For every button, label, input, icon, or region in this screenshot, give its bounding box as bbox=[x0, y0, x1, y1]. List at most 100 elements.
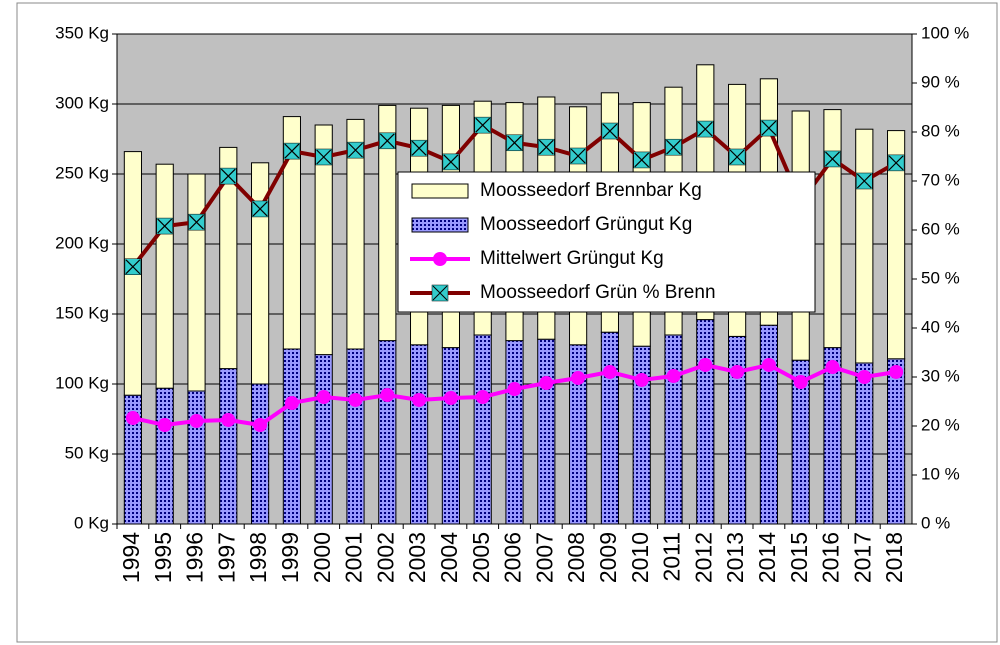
legend-label: Moosseedorf Grün % Brenn bbox=[480, 282, 716, 303]
y2-tick-label: 60 % bbox=[921, 219, 960, 238]
line-marker bbox=[601, 122, 619, 140]
y2-tick-label: 0 % bbox=[921, 513, 950, 532]
line-marker bbox=[824, 150, 841, 168]
line-marker bbox=[665, 138, 682, 156]
x-tick-label: 2000 bbox=[309, 532, 335, 583]
bar bbox=[728, 335, 747, 525]
marker-x bbox=[538, 139, 554, 155]
x-tick-label: 2003 bbox=[404, 532, 430, 583]
bar bbox=[759, 324, 778, 525]
marker-x bbox=[411, 140, 427, 156]
bar bbox=[346, 348, 365, 525]
line-marker bbox=[284, 396, 299, 411]
marker-x bbox=[348, 142, 363, 158]
line-marker bbox=[315, 148, 332, 166]
bar bbox=[823, 109, 842, 349]
x-tick-label: 2006 bbox=[500, 532, 526, 583]
marker-x bbox=[825, 151, 840, 167]
bar bbox=[887, 358, 906, 525]
x-tick-label: 2016 bbox=[818, 532, 844, 583]
line-marker bbox=[697, 120, 714, 138]
line-marker bbox=[221, 412, 236, 427]
line-marker bbox=[347, 141, 364, 159]
line-marker bbox=[379, 132, 396, 150]
x-tick-label: 2005 bbox=[468, 532, 494, 583]
line-marker bbox=[283, 142, 301, 160]
bar bbox=[378, 104, 397, 342]
line-marker bbox=[760, 119, 778, 137]
legend-label: Mittelwert Grüngut Kg bbox=[480, 248, 664, 269]
line-marker bbox=[857, 370, 872, 384]
line-marker bbox=[506, 134, 523, 152]
line-marker bbox=[856, 172, 873, 190]
line-marker bbox=[633, 151, 650, 169]
bar bbox=[219, 368, 238, 525]
marker-x bbox=[316, 149, 332, 165]
line-marker bbox=[156, 217, 173, 235]
x-tick-label: 1998 bbox=[245, 532, 271, 583]
marker-x bbox=[697, 121, 713, 137]
marker-x bbox=[761, 120, 777, 136]
marker-x bbox=[379, 133, 395, 149]
y-tick-label: 100 Kg bbox=[55, 373, 109, 392]
bar bbox=[410, 344, 429, 525]
marker-x bbox=[157, 218, 173, 234]
line-marker bbox=[474, 116, 491, 134]
line-marker bbox=[475, 390, 490, 405]
line-marker bbox=[538, 138, 555, 156]
y-tick-label: 150 Kg bbox=[55, 303, 109, 322]
y2-tick-label: 20 % bbox=[921, 415, 960, 434]
marker-x bbox=[443, 154, 459, 170]
x-tick-label: 2011 bbox=[659, 532, 685, 581]
line-marker bbox=[220, 167, 237, 185]
y2-tick-label: 50 % bbox=[921, 268, 960, 287]
x-tick-label: 2014 bbox=[754, 532, 780, 583]
y-tick-label: 350 Kg bbox=[55, 23, 109, 42]
marker-x bbox=[602, 123, 618, 139]
line-marker bbox=[666, 369, 681, 384]
marker-x bbox=[252, 201, 268, 217]
marker-x bbox=[634, 152, 650, 168]
y-tick-label: 0 Kg bbox=[74, 513, 109, 532]
marker-x bbox=[666, 139, 681, 155]
y2-tick-label: 70 % bbox=[921, 170, 960, 189]
line-marker bbox=[887, 154, 905, 172]
x-tick-label: 2004 bbox=[436, 532, 462, 583]
bar bbox=[473, 334, 492, 525]
x-tick-label: 2009 bbox=[595, 532, 621, 583]
marker-x bbox=[475, 117, 491, 133]
line-marker bbox=[825, 360, 840, 375]
line-marker bbox=[188, 213, 205, 231]
x-tick-label: 2015 bbox=[786, 532, 812, 583]
x-tick-label: 1995 bbox=[150, 532, 176, 583]
marker-x bbox=[729, 149, 745, 165]
bar bbox=[632, 345, 651, 525]
x-tick-label: 2012 bbox=[690, 532, 716, 583]
x-tick-label: 1997 bbox=[213, 532, 239, 583]
bar bbox=[664, 334, 683, 525]
x-tick-label: 1996 bbox=[182, 532, 208, 583]
bar bbox=[187, 390, 206, 525]
line-marker bbox=[125, 411, 140, 426]
bar bbox=[855, 128, 874, 364]
line-marker bbox=[124, 258, 142, 275]
legend-label: Moosseedorf Brennbar Kg bbox=[480, 180, 702, 201]
marker-x bbox=[125, 259, 141, 275]
x-tick-label: 2007 bbox=[531, 532, 557, 583]
bar bbox=[505, 340, 524, 525]
x-tick-label: 2002 bbox=[372, 532, 398, 583]
legend-label: Moosseedorf Grüngut Kg bbox=[480, 214, 692, 235]
x-tick-label: 2010 bbox=[627, 532, 653, 583]
line-marker bbox=[348, 392, 363, 407]
marker-x bbox=[570, 148, 586, 164]
bar bbox=[600, 331, 619, 525]
line-marker bbox=[443, 391, 458, 405]
marker-x bbox=[507, 135, 522, 151]
line-marker bbox=[569, 147, 587, 165]
line-marker bbox=[316, 390, 331, 405]
bar bbox=[855, 362, 874, 525]
y-tick-label: 50 Kg bbox=[65, 443, 109, 462]
y-tick-label: 250 Kg bbox=[55, 163, 109, 182]
marker-x bbox=[189, 214, 204, 230]
bar bbox=[251, 162, 270, 385]
